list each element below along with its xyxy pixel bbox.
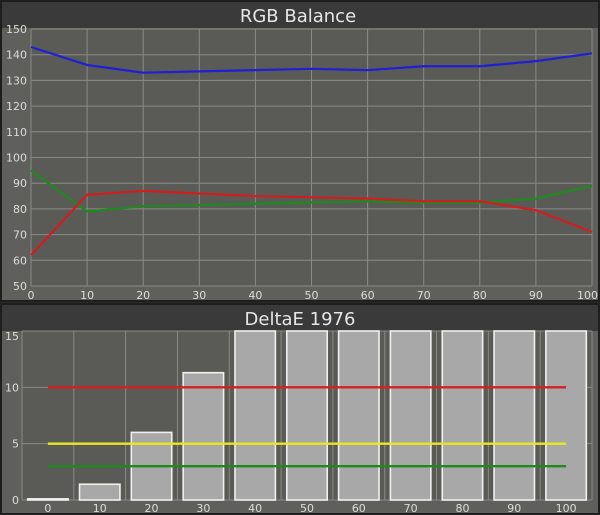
rgb-y-ticks: 50 60 70 80 90 100 110 120 130 140 150 — [6, 23, 27, 293]
rgb-x-tick-label: 90 — [529, 289, 543, 302]
deltae-x-tick-label: 70 — [404, 502, 418, 515]
deltae-bar — [285, 330, 329, 501]
deltae-bar — [182, 371, 225, 501]
rgb-y-tick-label: 130 — [6, 74, 27, 87]
rgb-series-group — [30, 45, 593, 256]
deltae-x-tick-label: 80 — [455, 502, 469, 515]
deltae-bar — [26, 498, 69, 501]
rgb-x-tick-label: 0 — [28, 289, 35, 302]
rgb-balance-title: RGB Balance — [240, 6, 356, 27]
deltae-x-tick-label: 100 — [556, 502, 577, 515]
rgb-x-tick-label: 100 — [577, 289, 598, 302]
rgb-x-tick-label: 30 — [192, 289, 206, 302]
deltae-x-tick-label: 10 — [93, 502, 107, 515]
deltae-x-tick-label: 40 — [248, 502, 262, 515]
deltae-x-tick-label: 60 — [352, 502, 366, 515]
deltae-y-ticks: 0 5 10 15 — [5, 330, 19, 507]
deltae-bar — [337, 330, 380, 501]
red-series-line — [30, 189, 593, 256]
deltae-x-tick-label: 0 — [44, 502, 51, 515]
rgb-y-tick-label: 80 — [13, 203, 27, 216]
deltae-y-tick-label: 10 — [5, 381, 19, 394]
deltae-x-tick-label: 20 — [145, 502, 159, 515]
rgb-x-ticks: 0 10 20 30 40 50 60 70 80 90 100 — [28, 289, 599, 302]
rgb-y-tick-label: 100 — [6, 152, 27, 165]
deltae-reference-lines — [47, 386, 567, 468]
rgb-x-tick-label: 40 — [248, 289, 262, 302]
blue-series-line — [30, 45, 593, 74]
deltae-bar — [234, 330, 277, 501]
rgb-y-tick-label: 150 — [6, 23, 27, 36]
deltae-y-tick-label: 5 — [12, 438, 19, 451]
rgb-y-tick-label: 60 — [13, 254, 27, 267]
rgb-y-tick-label: 140 — [6, 49, 27, 62]
deltae-x-ticks: 0 10 20 30 40 50 60 70 80 90 100 — [44, 502, 576, 515]
rgb-balance-panel: RGB Balance 5060708090100110120130140150… — [0, 0, 600, 302]
rgb-y-tick-label: 90 — [13, 177, 27, 190]
rgb-y-tick-label: 70 — [13, 229, 27, 242]
deltae-bar — [493, 330, 536, 501]
deltae-x-tick-label: 50 — [300, 502, 314, 515]
deltae-y-tick-label: 0 — [12, 494, 19, 507]
deltae-title-bar — [2, 305, 598, 331]
rgb-y-tick-label: 50 — [13, 280, 27, 293]
deltae-y-tick-label: 15 — [5, 330, 19, 343]
rgb-x-tick-label: 80 — [473, 289, 487, 302]
rgb-x-tick-label: 20 — [136, 289, 150, 302]
rgb-y-tick-label: 120 — [6, 100, 27, 113]
rgb-x-tick-label: 60 — [361, 289, 375, 302]
deltae-title: DeltaE 1976 — [245, 309, 356, 330]
deltae-bar — [78, 483, 121, 501]
deltae-x-tick-label: 30 — [196, 502, 210, 515]
green-series-line — [30, 169, 593, 213]
deltae-x-tick-label: 90 — [507, 502, 521, 515]
rgb-title-bar — [2, 2, 598, 28]
rgb-x-tick-label: 70 — [417, 289, 431, 302]
deltae-panel: DeltaE 1976 0 5 10 15 0 10 20 30 40 50 60 70 80 90 10… — [0, 303, 600, 515]
deltae-bar — [441, 330, 484, 501]
deltae-bar — [389, 330, 432, 501]
rgb-x-tick-label: 50 — [305, 289, 319, 302]
deltae-bar — [545, 330, 588, 501]
rgb-x-tick-label: 10 — [80, 289, 94, 302]
rgb-y-tick-label: 110 — [6, 126, 27, 139]
